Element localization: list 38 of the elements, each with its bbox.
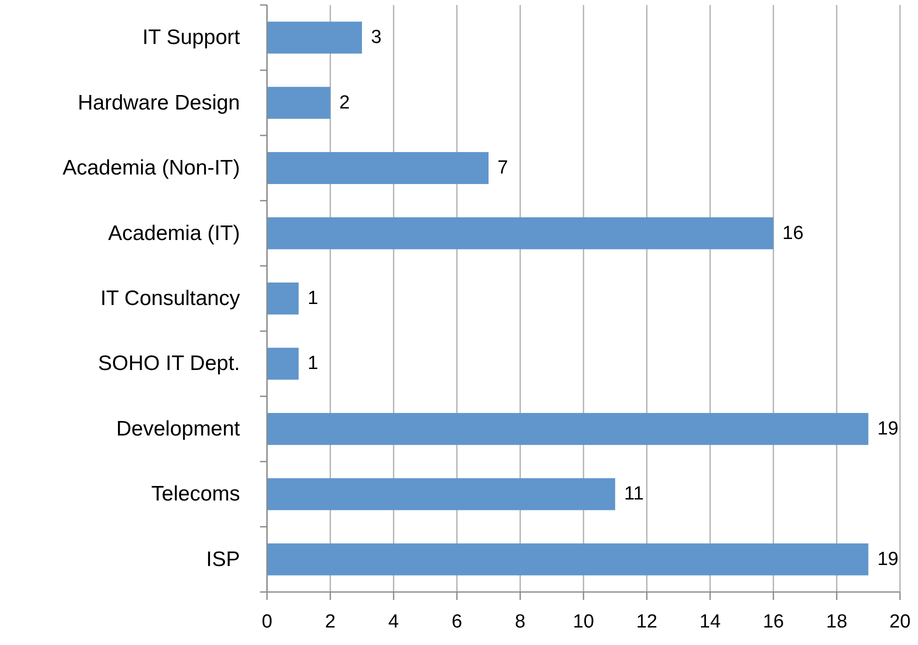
bar (267, 152, 489, 184)
data-label: 16 (782, 222, 804, 244)
x-tick-label: 18 (826, 612, 848, 632)
data-label: 7 (498, 158, 508, 179)
y-tick-label: Telecoms (151, 482, 240, 506)
bar (267, 217, 774, 250)
y-tick-label: ISP (206, 548, 240, 571)
x-tick-label: 2 (325, 612, 336, 632)
y-tick-label: IT Consultancy (100, 287, 240, 310)
x-tick-label: 0 (262, 612, 272, 632)
y-tick-label: Hardware Design (78, 91, 240, 114)
data-label: 11 (624, 484, 644, 505)
bar (267, 348, 299, 380)
data-label: 3 (370, 27, 382, 48)
y-tick-label: Academia (IT) (108, 222, 240, 245)
x-tick-label: 12 (636, 612, 658, 632)
data-label: 1 (308, 353, 318, 374)
x-tick-label: 8 (514, 612, 526, 632)
x-tick-label: 10 (572, 612, 594, 632)
data-label: 1 (308, 288, 318, 309)
bar (267, 86, 330, 119)
x-tick-label: 16 (762, 612, 784, 632)
bar (267, 282, 299, 314)
data-label: 19 (877, 548, 898, 570)
y-tick-label: Development (116, 417, 240, 440)
data-label: 19 (877, 418, 898, 440)
bar (267, 543, 868, 576)
y-tick-label: Academia (Non-IT) (62, 156, 240, 180)
data-label: 2 (339, 92, 350, 114)
y-tick-label: SOHO IT Dept. (98, 352, 240, 376)
x-tick-label: 20 (889, 612, 911, 632)
bar (267, 478, 616, 510)
bar (267, 22, 362, 54)
x-tick-label: 6 (452, 612, 462, 632)
x-tick-label: 14 (700, 612, 722, 632)
bar (267, 412, 868, 445)
x-tick-label: 4 (388, 612, 400, 632)
y-tick-label: IT Support (142, 26, 240, 50)
